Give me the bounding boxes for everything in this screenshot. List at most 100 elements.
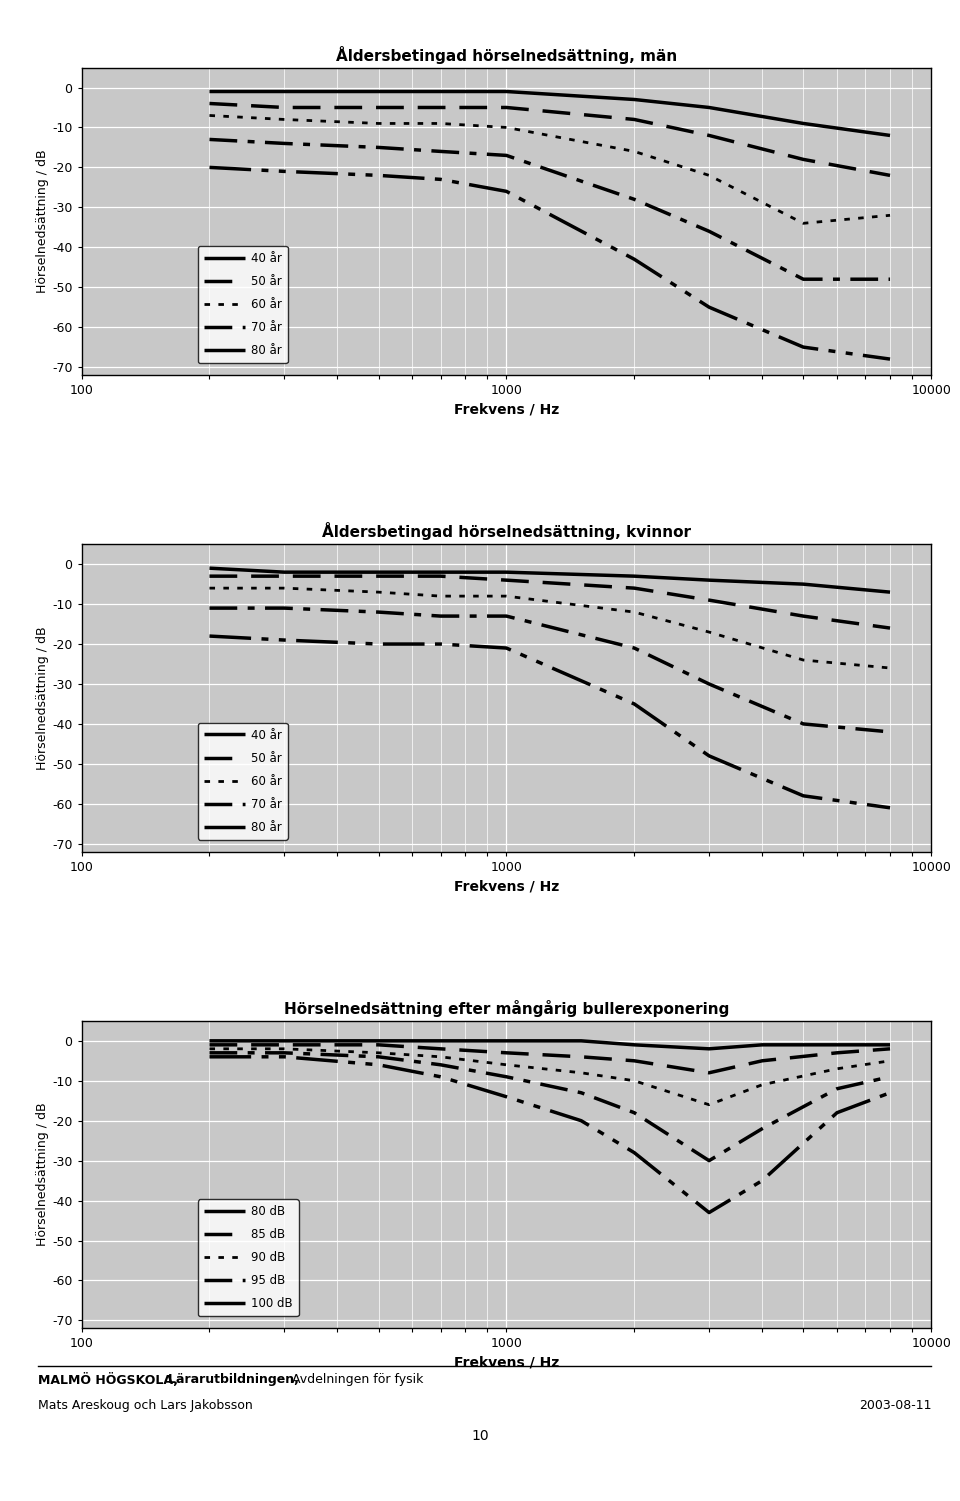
95 dB bbox=[704, 1151, 715, 1169]
70 år bbox=[501, 147, 513, 165]
95 dB bbox=[435, 1055, 446, 1073]
80 dB bbox=[575, 1031, 587, 1049]
50 år bbox=[204, 95, 215, 113]
70 år bbox=[278, 135, 290, 153]
60 år bbox=[884, 206, 896, 224]
Line: 60 år: 60 år bbox=[209, 588, 890, 668]
40 år bbox=[204, 560, 215, 578]
100 dB bbox=[831, 1103, 843, 1121]
X-axis label: Frekvens / Hz: Frekvens / Hz bbox=[454, 402, 559, 417]
90 dB bbox=[704, 1096, 715, 1114]
80 år bbox=[435, 171, 446, 189]
60 år bbox=[372, 582, 384, 600]
40 år bbox=[372, 83, 384, 101]
80 år bbox=[435, 635, 446, 653]
50 år bbox=[372, 567, 384, 585]
90 dB bbox=[629, 1072, 640, 1090]
80 år bbox=[629, 251, 640, 269]
X-axis label: Frekvens / Hz: Frekvens / Hz bbox=[454, 880, 559, 893]
95 dB bbox=[756, 1120, 768, 1138]
40 år bbox=[204, 83, 215, 101]
85 dB bbox=[435, 1040, 446, 1058]
80 dB bbox=[629, 1036, 640, 1054]
Legend: 40 år, 50 år, 60 år, 70 år, 80 år: 40 år, 50 år, 60 år, 70 år, 80 år bbox=[198, 246, 288, 363]
80 dB bbox=[831, 1036, 843, 1054]
100 dB bbox=[435, 1067, 446, 1085]
60 år bbox=[629, 603, 640, 621]
70 år bbox=[372, 603, 384, 621]
80 år bbox=[884, 799, 896, 817]
100 dB bbox=[756, 1172, 768, 1190]
90 dB bbox=[884, 1052, 896, 1070]
40 år bbox=[798, 575, 809, 593]
70 år bbox=[501, 606, 513, 624]
80 dB bbox=[372, 1031, 384, 1049]
Text: Lärarutbildningen,: Lärarutbildningen, bbox=[168, 1373, 303, 1387]
90 dB bbox=[831, 1060, 843, 1078]
Text: Avdelningen för fysik: Avdelningen för fysik bbox=[288, 1373, 423, 1387]
60 år bbox=[501, 587, 513, 605]
85 dB bbox=[372, 1036, 384, 1054]
40 år bbox=[278, 83, 290, 101]
95 dB bbox=[629, 1103, 640, 1121]
40 år bbox=[884, 126, 896, 144]
100 dB bbox=[372, 1055, 384, 1073]
70 år bbox=[204, 131, 215, 149]
70 år bbox=[278, 599, 290, 617]
40 år bbox=[704, 572, 715, 590]
90 dB bbox=[756, 1076, 768, 1094]
Line: 100 dB: 100 dB bbox=[209, 1057, 890, 1213]
100 dB bbox=[501, 1088, 513, 1106]
40 år bbox=[704, 99, 715, 117]
40 år bbox=[629, 567, 640, 585]
50 år bbox=[704, 591, 715, 609]
Line: 80 dB: 80 dB bbox=[209, 1040, 890, 1049]
80 år bbox=[704, 747, 715, 766]
50 år bbox=[629, 579, 640, 597]
Text: 10: 10 bbox=[471, 1429, 489, 1442]
40 år bbox=[372, 563, 384, 581]
60 år bbox=[278, 579, 290, 597]
60 år bbox=[704, 167, 715, 185]
95 dB bbox=[575, 1084, 587, 1102]
40 år bbox=[501, 83, 513, 101]
Line: 50 år: 50 år bbox=[209, 576, 890, 627]
Line: 85 dB: 85 dB bbox=[209, 1045, 890, 1073]
70 år bbox=[435, 606, 446, 624]
Title: Åldersbetingad hörselnedsättning, kvinnor: Åldersbetingad hörselnedsättning, kvinno… bbox=[322, 522, 691, 540]
100 dB bbox=[278, 1048, 290, 1066]
Y-axis label: Hörselnedsättning / dB: Hörselnedsättning / dB bbox=[36, 1103, 49, 1246]
Legend: 80 dB, 85 dB, 90 dB, 95 dB, 100 dB: 80 dB, 85 dB, 90 dB, 95 dB, 100 dB bbox=[198, 1199, 299, 1316]
80 dB bbox=[501, 1031, 513, 1049]
80 dB bbox=[884, 1036, 896, 1054]
60 år bbox=[629, 143, 640, 161]
Title: Åldersbetingad hörselnedsättning, män: Åldersbetingad hörselnedsättning, män bbox=[336, 45, 677, 63]
80 år bbox=[278, 630, 290, 648]
Line: 40 år: 40 år bbox=[209, 569, 890, 591]
60 år bbox=[278, 111, 290, 129]
60 år bbox=[704, 623, 715, 641]
40 år bbox=[629, 90, 640, 108]
80 dB bbox=[756, 1036, 768, 1054]
50 år bbox=[798, 606, 809, 624]
80 år bbox=[372, 167, 384, 185]
80 år bbox=[884, 350, 896, 368]
Line: 60 år: 60 år bbox=[209, 116, 890, 224]
95 dB bbox=[204, 1043, 215, 1061]
Y-axis label: Hörselnedsättning / dB: Hörselnedsättning / dB bbox=[36, 150, 49, 293]
50 år bbox=[435, 567, 446, 585]
Line: 70 år: 70 år bbox=[209, 140, 890, 279]
50 år bbox=[884, 618, 896, 636]
85 dB bbox=[278, 1036, 290, 1054]
Text: MALMÖ HÖGSKOLA,: MALMÖ HÖGSKOLA, bbox=[38, 1373, 182, 1387]
100 dB bbox=[629, 1144, 640, 1162]
80 dB bbox=[204, 1031, 215, 1049]
40 år bbox=[435, 83, 446, 101]
90 dB bbox=[501, 1055, 513, 1073]
80 dB bbox=[435, 1031, 446, 1049]
60 år bbox=[372, 114, 384, 132]
85 dB bbox=[884, 1040, 896, 1058]
80 år bbox=[372, 635, 384, 653]
70 år bbox=[704, 222, 715, 240]
70 år bbox=[884, 723, 896, 741]
